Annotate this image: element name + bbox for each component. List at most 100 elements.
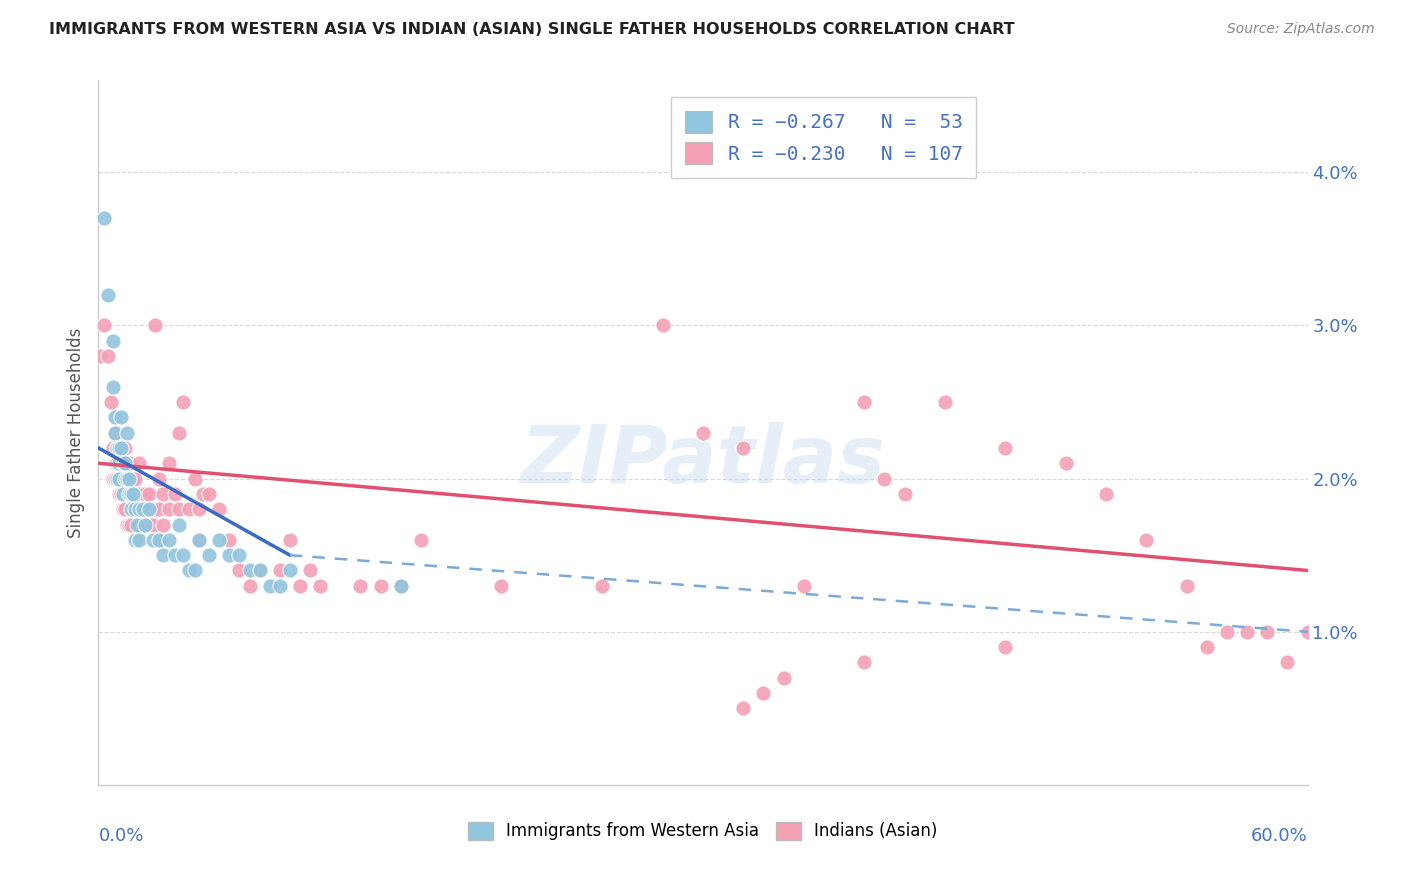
Point: [93, 211, 115, 226]
Text: 60.0%: 60.0%: [1251, 827, 1308, 846]
Point: [752, 686, 775, 700]
Point: [128, 533, 150, 547]
Point: [110, 472, 132, 486]
Point: [349, 579, 371, 593]
Point: [89, 349, 111, 363]
Point: [105, 441, 128, 455]
Point: [198, 548, 221, 562]
Point: [142, 502, 165, 516]
Point: [124, 502, 146, 516]
Point: [167, 425, 190, 440]
Point: [115, 517, 138, 532]
Point: [208, 502, 231, 516]
Point: [1277, 656, 1299, 670]
Point: [120, 472, 142, 486]
Point: [152, 517, 174, 532]
Point: [1095, 487, 1118, 501]
Point: [148, 533, 170, 547]
Point: [299, 564, 322, 578]
Point: [132, 502, 155, 516]
Point: [1175, 579, 1198, 593]
Point: [793, 579, 815, 593]
Point: [167, 502, 190, 516]
Point: [1054, 456, 1077, 470]
Point: [1135, 533, 1157, 547]
Point: [111, 456, 134, 470]
Point: [118, 517, 141, 532]
Point: [157, 533, 180, 547]
Point: [128, 502, 150, 516]
Point: [148, 502, 170, 516]
Point: [132, 517, 155, 532]
Point: [994, 441, 1017, 455]
Point: [651, 318, 673, 333]
Point: [110, 487, 132, 501]
Point: [121, 472, 143, 486]
Point: [409, 533, 432, 547]
Point: [152, 548, 174, 562]
Point: [128, 487, 150, 501]
Point: [101, 379, 124, 393]
Point: [1256, 624, 1278, 639]
Point: [259, 579, 281, 593]
Point: [491, 579, 513, 593]
Point: [1216, 624, 1239, 639]
Point: [100, 395, 122, 409]
Point: [269, 579, 291, 593]
Point: [111, 456, 134, 470]
Point: [873, 472, 896, 486]
Point: [115, 472, 138, 486]
Point: [93, 318, 115, 333]
Point: [228, 548, 250, 562]
Point: [124, 502, 146, 516]
Point: [114, 441, 136, 455]
Point: [138, 487, 160, 501]
Point: [994, 640, 1017, 654]
Point: [103, 425, 125, 440]
Point: [129, 502, 152, 516]
Point: [167, 517, 190, 532]
Point: [591, 579, 613, 593]
Point: [97, 287, 120, 301]
Point: [132, 502, 155, 516]
Point: [121, 502, 143, 516]
Point: [172, 548, 194, 562]
Point: [118, 472, 141, 486]
Point: [114, 456, 136, 470]
Point: [105, 472, 128, 486]
Point: [278, 533, 301, 547]
Point: [142, 533, 165, 547]
Point: [934, 395, 956, 409]
Point: [157, 456, 180, 470]
Point: [1296, 624, 1319, 639]
Point: [1236, 624, 1258, 639]
Point: [101, 334, 124, 348]
Point: [179, 502, 201, 516]
Point: [120, 502, 142, 516]
Point: [249, 564, 271, 578]
Point: [115, 425, 138, 440]
Point: [157, 502, 180, 516]
Point: [107, 472, 129, 486]
Point: [103, 410, 125, 425]
Point: [120, 502, 142, 516]
Point: [97, 349, 120, 363]
Point: [853, 656, 876, 670]
Point: [772, 671, 794, 685]
Point: [188, 533, 211, 547]
Point: [163, 548, 186, 562]
Point: [101, 441, 124, 455]
Point: [101, 472, 124, 486]
Point: [118, 487, 141, 501]
Point: [198, 487, 221, 501]
Point: [110, 441, 132, 455]
Text: Source: ZipAtlas.com: Source: ZipAtlas.com: [1227, 22, 1375, 37]
Point: [124, 533, 146, 547]
Point: [309, 579, 332, 593]
Point: [733, 441, 755, 455]
Point: [111, 487, 134, 501]
Point: [269, 564, 291, 578]
Point: [188, 533, 211, 547]
Point: [114, 472, 136, 486]
Point: [107, 456, 129, 470]
